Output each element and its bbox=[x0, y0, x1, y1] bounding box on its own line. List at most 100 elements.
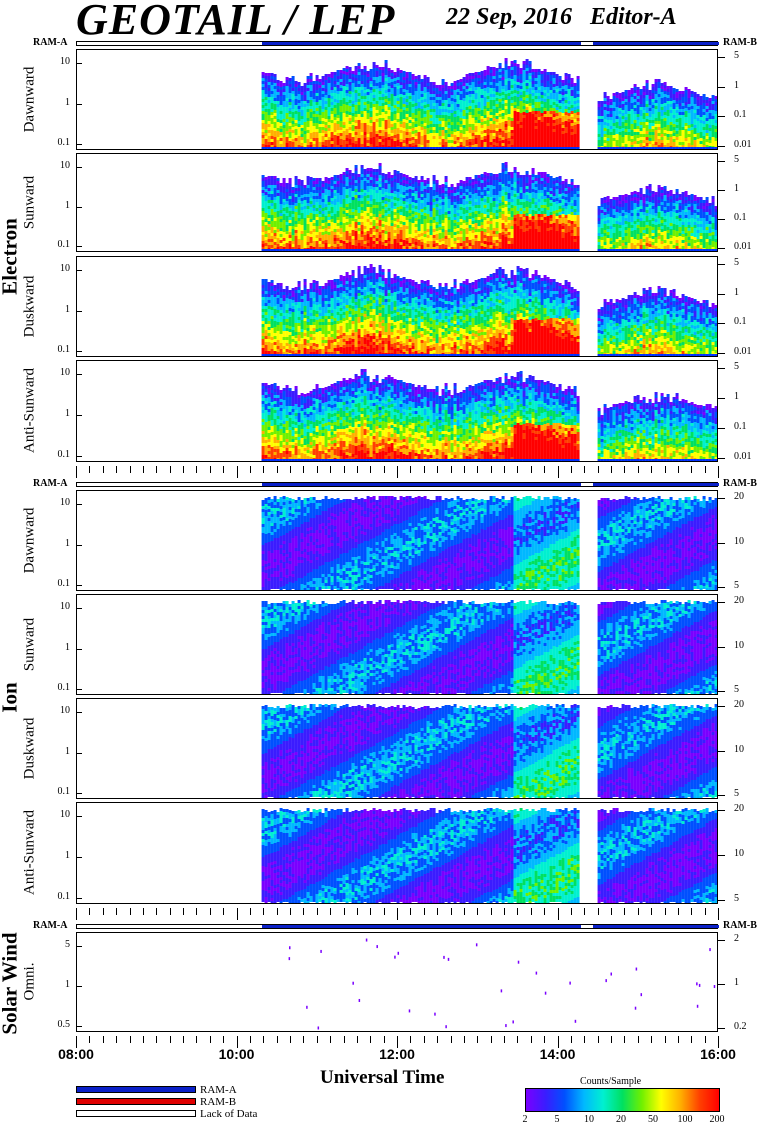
spectrogram-cell bbox=[294, 245, 298, 248]
spectrogram-cell bbox=[294, 93, 298, 96]
spectrogram-cell bbox=[351, 113, 355, 116]
spectrogram-cell bbox=[438, 85, 442, 88]
spectrogram-cell bbox=[426, 116, 430, 119]
left-tick-label: 0.1 bbox=[0, 137, 71, 148]
spectrogram-cell bbox=[480, 98, 484, 101]
spectrogram-cell bbox=[567, 95, 571, 98]
spectrogram-cell bbox=[273, 203, 277, 206]
spectrogram-cell bbox=[315, 147, 319, 149]
spectrogram-cell bbox=[510, 76, 514, 79]
spectrogram-cell bbox=[399, 179, 403, 182]
spectrogram-cell bbox=[300, 147, 304, 149]
spectrogram-cell bbox=[276, 214, 280, 217]
spectrogram-cell bbox=[315, 90, 319, 93]
spectrogram-cell bbox=[276, 147, 280, 149]
spectrogram-cell bbox=[435, 133, 439, 136]
spectrogram-cell bbox=[366, 122, 370, 125]
spectrogram-cell bbox=[705, 106, 709, 109]
spectrogram-cell bbox=[543, 123, 547, 126]
spectrogram-cell bbox=[285, 237, 289, 240]
spectrogram-cell bbox=[312, 190, 316, 193]
spectrogram-cell bbox=[507, 87, 511, 90]
spectrogram-cell bbox=[330, 186, 334, 189]
spectrogram-cell bbox=[339, 240, 343, 243]
spectrogram-cell bbox=[333, 75, 337, 78]
spectrogram-cell bbox=[648, 135, 652, 138]
spectrogram-cell bbox=[360, 144, 364, 147]
spectrogram-cell bbox=[531, 93, 535, 96]
spectrogram-cell bbox=[282, 184, 286, 187]
spectrogram-cell bbox=[372, 89, 376, 92]
spectrogram-cell bbox=[576, 147, 580, 149]
spectrogram-cell bbox=[387, 80, 391, 83]
spectrogram-cell bbox=[492, 136, 496, 139]
spectrogram-cell bbox=[471, 103, 475, 106]
spectrogram-cell bbox=[462, 92, 466, 95]
spectrogram-cell bbox=[384, 216, 388, 219]
spectrogram-cell bbox=[411, 101, 415, 104]
spectrogram-cell bbox=[696, 115, 700, 118]
spectrogram-cell bbox=[480, 74, 484, 77]
spectrogram-cell bbox=[300, 222, 304, 225]
spectrogram-cell bbox=[390, 220, 394, 223]
spectrogram-cell bbox=[462, 131, 466, 134]
spectrogram-cell bbox=[576, 88, 580, 91]
spectrogram-cell bbox=[456, 113, 460, 116]
spectrogram-cell bbox=[369, 240, 373, 243]
spectrogram-cell bbox=[327, 211, 331, 214]
spectrogram-cell bbox=[450, 83, 454, 86]
spectrogram-cell bbox=[348, 76, 352, 79]
spectrogram-cell bbox=[363, 247, 367, 250]
spectrogram-cell bbox=[264, 127, 268, 130]
spectrogram-cell bbox=[519, 95, 523, 98]
spectrogram-cell bbox=[459, 82, 463, 85]
spectrogram-cell bbox=[285, 140, 289, 143]
spectrogram-cell bbox=[393, 93, 397, 96]
spectrogram-cell bbox=[321, 94, 325, 97]
spectrogram-cell bbox=[399, 103, 403, 106]
spectrogram-cell bbox=[381, 200, 385, 203]
spectrogram-cell bbox=[558, 142, 562, 145]
spectrogram-cell bbox=[351, 221, 355, 224]
spectrogram-cell bbox=[642, 134, 646, 137]
spectrogram-cell bbox=[300, 216, 304, 219]
spectrogram-cell bbox=[261, 84, 265, 87]
spectrogram-cell bbox=[354, 198, 358, 201]
spectrogram-cell bbox=[690, 118, 694, 121]
spectrogram-cell bbox=[363, 90, 367, 93]
spectrogram-cell bbox=[408, 219, 412, 222]
spectrogram-cell bbox=[366, 116, 370, 119]
spectrogram-cell bbox=[354, 114, 358, 117]
spectrogram-cell bbox=[465, 107, 469, 110]
spectrogram-cell bbox=[333, 78, 337, 81]
spectrogram-cell bbox=[477, 93, 481, 96]
spectrogram-cell bbox=[501, 122, 505, 125]
spectrogram-cell bbox=[375, 208, 379, 211]
spectrogram-cell bbox=[408, 222, 412, 225]
spectrogram-cell bbox=[357, 177, 361, 180]
spectrogram-cell bbox=[606, 144, 610, 147]
spectrogram-cell bbox=[696, 124, 700, 127]
spectrogram-cell bbox=[531, 120, 535, 123]
spectrogram-cell bbox=[324, 86, 328, 89]
spectrogram-cell bbox=[405, 229, 409, 232]
spectrogram-cell bbox=[294, 200, 298, 203]
spectrogram-cell bbox=[405, 217, 409, 220]
spectrogram-cell bbox=[273, 221, 277, 224]
spectrogram-cell bbox=[651, 99, 655, 102]
spectrogram-cell bbox=[561, 107, 565, 110]
spectrogram-cell bbox=[480, 128, 484, 131]
spectrogram-cell bbox=[306, 215, 310, 218]
spectrogram-cell bbox=[660, 113, 664, 116]
spectrogram-cell bbox=[513, 78, 517, 81]
spectrogram-cell bbox=[333, 199, 337, 202]
spectrogram-cell bbox=[354, 183, 358, 186]
spectrogram-cell bbox=[309, 76, 313, 79]
spectrogram-cell bbox=[369, 183, 373, 186]
spectrogram-cell bbox=[291, 244, 295, 247]
spectrogram-cell bbox=[267, 191, 271, 194]
spectrogram-cell bbox=[462, 77, 466, 80]
spectrogram-cell bbox=[303, 131, 307, 134]
spectrogram-cell bbox=[417, 120, 421, 123]
spectrogram-cell bbox=[393, 84, 397, 87]
